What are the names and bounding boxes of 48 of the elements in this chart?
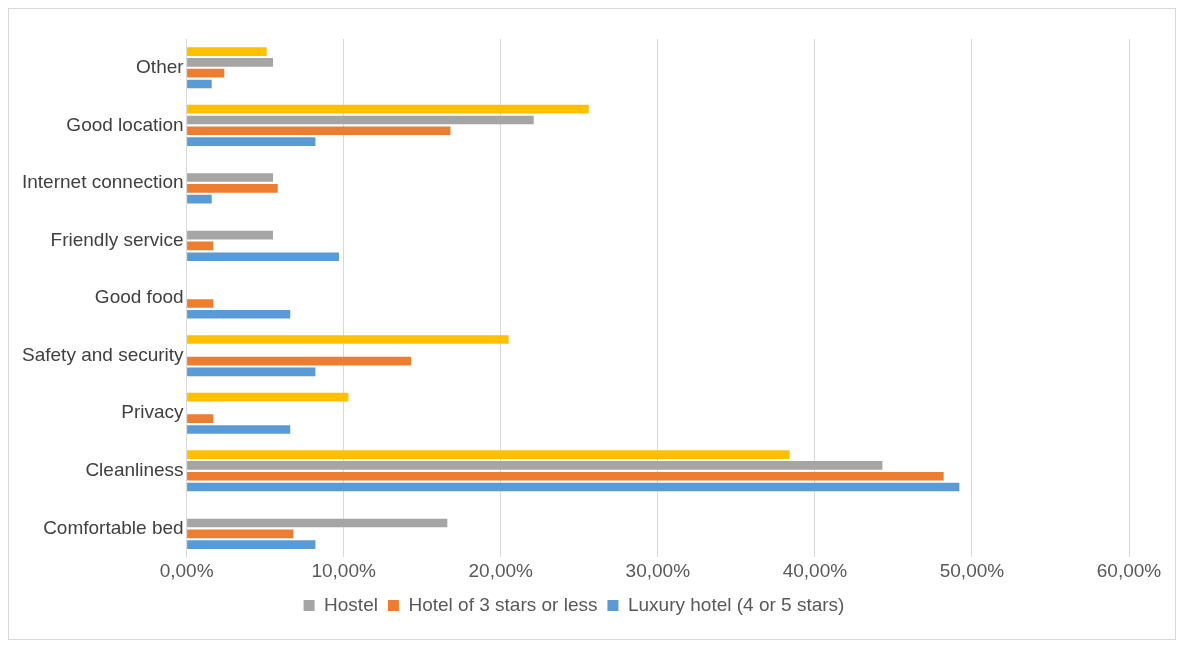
x-tick-label: 60,00% <box>1096 559 1162 581</box>
bar <box>187 47 267 56</box>
bar <box>187 335 509 344</box>
bar <box>187 173 273 182</box>
bar <box>187 79 212 89</box>
bar <box>187 58 273 67</box>
bar <box>187 392 349 402</box>
x-tick-label: 50,00% <box>939 559 1005 581</box>
bar <box>187 252 339 262</box>
legend-label: Hotel of 3 stars or less <box>408 593 598 615</box>
bar <box>187 425 291 434</box>
y-tick-label: Good food <box>94 286 184 308</box>
bar <box>187 194 212 204</box>
bar <box>187 482 960 492</box>
bar <box>187 540 316 549</box>
y-tick-label: Good location <box>66 113 184 135</box>
y-tick-label: Privacy <box>121 401 185 423</box>
y-tick-label: Friendly service <box>50 228 184 250</box>
bar <box>187 529 294 539</box>
bar <box>187 471 944 481</box>
bar <box>187 126 451 136</box>
bar <box>187 414 214 423</box>
bar <box>187 356 412 366</box>
bar <box>187 299 214 308</box>
bar <box>187 309 291 319</box>
bar <box>187 461 883 470</box>
legend-label: Luxury hotel (4 or 5 stars) <box>627 593 845 615</box>
x-tick-label: 40,00% <box>782 559 848 581</box>
bar <box>187 230 273 240</box>
x-tick-label: 10,00% <box>311 559 376 581</box>
y-tick-label: Internet connection <box>21 171 184 193</box>
bar <box>187 241 214 251</box>
y-tick-label: Safety and security <box>22 343 185 365</box>
x-tick-label: 30,00% <box>625 559 691 581</box>
y-tick-label: Cleanliness <box>85 459 184 481</box>
bar <box>187 137 316 146</box>
y-tick-label: Comfortable bed <box>43 516 184 538</box>
bar <box>187 450 790 459</box>
bar <box>187 367 316 377</box>
bar <box>187 184 278 193</box>
y-tick-label: Other <box>136 56 185 78</box>
legend-label: Hostel <box>324 593 378 615</box>
bar <box>187 68 225 78</box>
bar <box>187 104 589 114</box>
x-tick-label: 20,00% <box>468 559 534 581</box>
x-tick-label: 0,00% <box>159 559 214 581</box>
bar <box>187 115 534 125</box>
bar <box>187 518 448 528</box>
